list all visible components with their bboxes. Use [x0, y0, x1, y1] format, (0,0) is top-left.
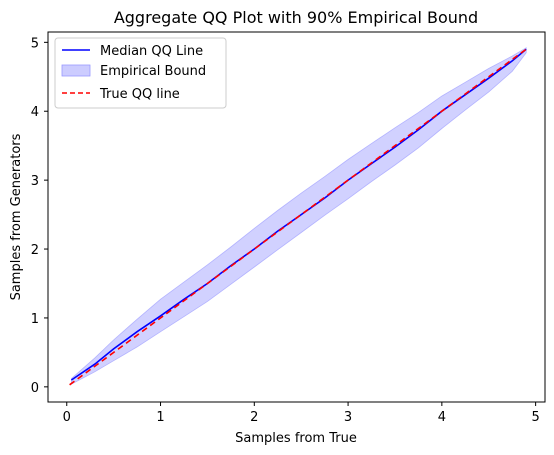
x-tick-label: 0 [63, 410, 71, 425]
legend-median-label: Median QQ Line [100, 44, 203, 59]
legend-bound-swatch [61, 64, 91, 77]
x-tick-label: 4 [438, 410, 446, 425]
x-tick-label: 5 [531, 410, 539, 425]
y-tick-label: 3 [31, 174, 39, 189]
y-tick-label: 4 [31, 105, 39, 120]
x-axis-label: Samples from True [235, 431, 357, 446]
axes-frame [47, 31, 546, 403]
y-tick-label: 1 [31, 312, 39, 327]
x-axis-ticks: 0 1 2 3 4 5 [63, 402, 540, 425]
legend-frame [54, 37, 227, 109]
y-axis-ticks: 0 1 2 3 4 5 [31, 36, 48, 396]
y-tick-label: 0 [31, 381, 39, 396]
legend: Median QQ Line Empirical Bound True QQ l… [54, 37, 227, 109]
y-tick-label: 5 [31, 36, 39, 51]
plot-area [69, 47, 527, 386]
x-tick-label: 1 [156, 410, 164, 425]
true-qq-line [69, 48, 527, 386]
y-axis-label: Samples from Generators [9, 133, 24, 300]
legend-true-label: True QQ line [99, 87, 180, 102]
legend-bound-label: Empirical Bound [100, 64, 206, 79]
y-tick-label: 2 [31, 243, 39, 258]
chart-title: Aggregate QQ Plot with 90% Empirical Bou… [114, 8, 478, 27]
x-tick-label: 2 [250, 410, 258, 425]
x-tick-label: 3 [344, 410, 352, 425]
